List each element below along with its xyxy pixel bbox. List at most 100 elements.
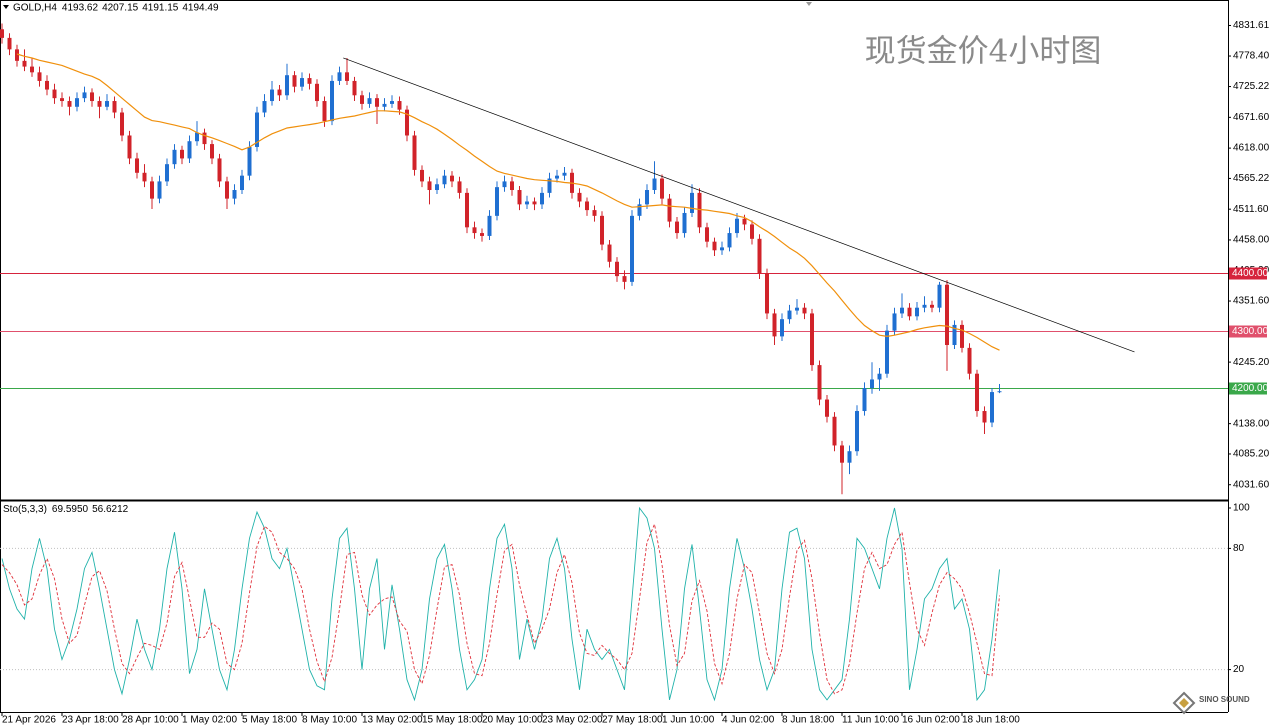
candle-body [375, 98, 379, 107]
indicator-line [1, 522, 1000, 695]
symbol: GOLD,H4 [13, 2, 57, 13]
candle-body [600, 215, 604, 245]
candle-body [952, 324, 957, 346]
candle-body [262, 101, 267, 113]
candle-body [0, 29, 4, 38]
candle-body [60, 98, 64, 102]
y-tick-label: 4245.20 [1233, 357, 1269, 368]
candle-body [7, 37, 12, 50]
candle-body [472, 227, 477, 234]
candle-body [195, 132, 199, 142]
logo-core [1179, 698, 1189, 708]
candle-body [607, 244, 612, 262]
candle-body [885, 330, 889, 374]
x-tick-label: 27 May 18:00 [602, 715, 663, 726]
candle-body [285, 75, 289, 96]
y-tick-label: 4085.20 [1233, 449, 1269, 460]
candle-body [862, 388, 867, 412]
y-tick-label: 4618.00 [1233, 143, 1269, 154]
candle-body [915, 307, 919, 317]
level-label-box [1229, 325, 1267, 338]
candle-body [217, 158, 222, 182]
x-tick-label: 1 Jun 10:00 [662, 715, 715, 726]
candle-body [825, 399, 829, 417]
candle-body [277, 89, 282, 96]
indicator-header: Sto(5,3,3) 69.5950 56.6212 [3, 504, 129, 515]
candle-body [712, 241, 717, 251]
y-tick-label: 4565.22 [1233, 173, 1269, 184]
candle-body [847, 451, 852, 463]
y-tick-label: 4778.40 [1233, 51, 1269, 62]
candle-body [765, 273, 769, 314]
candle-body [337, 72, 342, 81]
candle-body [420, 169, 424, 182]
candle-body [300, 78, 304, 87]
x-tick-label: 8 May 10:00 [302, 715, 357, 726]
candle-body [120, 112, 124, 136]
candle-body [225, 181, 229, 199]
candle-body [112, 101, 117, 113]
candle-body [562, 172, 567, 176]
candle-body [247, 146, 252, 176]
candle-body [735, 218, 739, 234]
candle-body [45, 80, 49, 90]
candle-body [720, 247, 724, 251]
candle-body [412, 135, 417, 170]
candle-body [660, 178, 664, 199]
indicator-tick-label: 80 [1233, 543, 1245, 554]
candle-body [495, 187, 499, 216]
candle-body [772, 313, 777, 337]
candle-body [990, 392, 994, 423]
candle-body [547, 178, 552, 193]
candle-body [457, 181, 462, 193]
logo-text: SINO SOUND [1199, 695, 1250, 704]
y-tick-label: 4725.22 [1233, 81, 1269, 92]
x-tick-label: 1 May 02:00 [182, 715, 237, 726]
candle-body [240, 175, 244, 191]
candle-body [307, 78, 312, 84]
x-tick-label: 18 Jun 18:00 [962, 715, 1020, 726]
candle-body [517, 190, 522, 205]
candle-body [75, 98, 79, 107]
candle-body [810, 313, 814, 366]
candle-body [540, 192, 544, 205]
candle-body [525, 201, 529, 205]
candle-body [637, 204, 642, 216]
y-tick-label: 4351.60 [1233, 296, 1269, 307]
candle-body [150, 181, 154, 199]
candle-body [360, 95, 364, 104]
indicator-tick-label: 100 [1233, 503, 1250, 514]
candle-body [480, 233, 484, 236]
candle-body [802, 307, 807, 314]
menu-arrow[interactable] [3, 5, 9, 9]
low-readout: 4191.15 [142, 2, 179, 13]
x-tick-label: 23 May 02:00 [542, 715, 603, 726]
candle-body [870, 379, 874, 389]
candle-body [622, 276, 627, 282]
scroll-arrow[interactable] [806, 2, 812, 6]
candle-body [510, 181, 514, 191]
candle-body [210, 144, 214, 159]
indicator-name: Sto(5,3,3) [3, 504, 47, 515]
axes: 4831.61 4778.40 4725.22 4671.60 4618.00 4565.… [1, 20, 1269, 726]
candle-body [727, 233, 732, 248]
candle-body [900, 307, 904, 314]
candle-body [165, 164, 169, 182]
x-tick-label: 8 Jun 18:00 [782, 715, 835, 726]
candle-body [315, 83, 319, 102]
candle-body [435, 184, 439, 191]
x-tick-label: 11 Jun 10:00 [842, 715, 900, 726]
level-label: 4200.00 [1232, 383, 1269, 394]
y-tick-label: 4671.60 [1233, 112, 1269, 123]
k-readout: 69.5950 [52, 504, 89, 515]
close-readout: 4194.49 [182, 2, 219, 13]
x-tick-label: 21 Apr 2026 [2, 715, 56, 726]
candle-body [532, 201, 537, 205]
x-tick-label: 5 May 18:00 [242, 715, 297, 726]
candle-body [645, 190, 649, 205]
candle-body [367, 98, 372, 104]
logo: SINO SOUND [1172, 691, 1250, 715]
logo-mark [1172, 691, 1196, 715]
